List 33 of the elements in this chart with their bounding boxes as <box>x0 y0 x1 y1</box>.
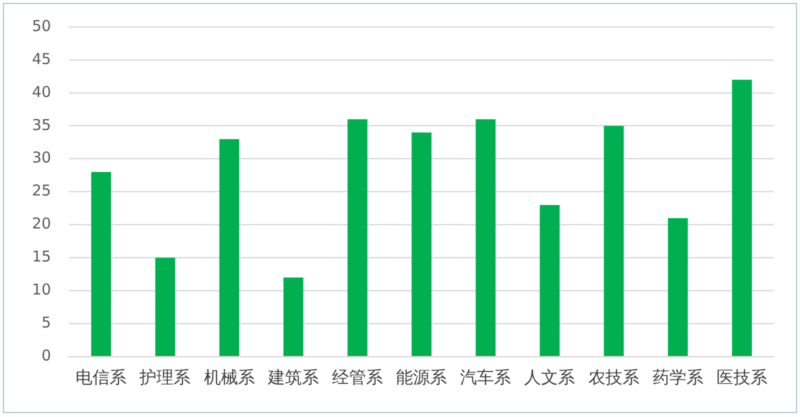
x-tick-label: 机械系 <box>204 368 255 388</box>
y-tick-label: 40 <box>32 82 52 101</box>
bar <box>412 132 432 356</box>
x-tick-label: 农技系 <box>588 368 640 388</box>
bar <box>476 119 496 356</box>
bar <box>155 258 176 356</box>
bar <box>219 139 240 356</box>
x-tick-label: 电信系 <box>76 368 127 388</box>
y-tick-label: 15 <box>32 248 52 266</box>
x-tick-label: 药学系 <box>652 368 704 388</box>
x-tick-label: 汽车系 <box>460 368 512 388</box>
x-tick-label: 人文系 <box>524 368 576 388</box>
x-tick-label: 经管系 <box>332 368 383 388</box>
x-tick-label: 建筑系 <box>266 368 319 388</box>
bar <box>540 204 560 356</box>
y-tick-label: 10 <box>32 280 52 299</box>
bar <box>348 119 368 356</box>
x-tick-label: 医技系 <box>716 368 768 388</box>
y-tick-label: 25 <box>32 182 52 200</box>
y-tick-label: 20 <box>32 214 52 233</box>
x-tick-label: 护理系 <box>138 368 191 388</box>
bar <box>283 277 304 356</box>
bar <box>91 172 112 356</box>
bar <box>668 218 688 356</box>
bar <box>732 80 752 356</box>
y-tick-label: 30 <box>32 148 52 167</box>
y-tick-label: 45 <box>32 50 52 68</box>
y-tick-label: 35 <box>32 116 52 134</box>
y-tick-label: 50 <box>32 16 52 35</box>
y-tick-label: 5 <box>42 314 52 332</box>
x-tick-label: 能源系 <box>396 368 448 388</box>
y-tick-label: 0 <box>42 346 52 364</box>
bar <box>604 126 624 356</box>
